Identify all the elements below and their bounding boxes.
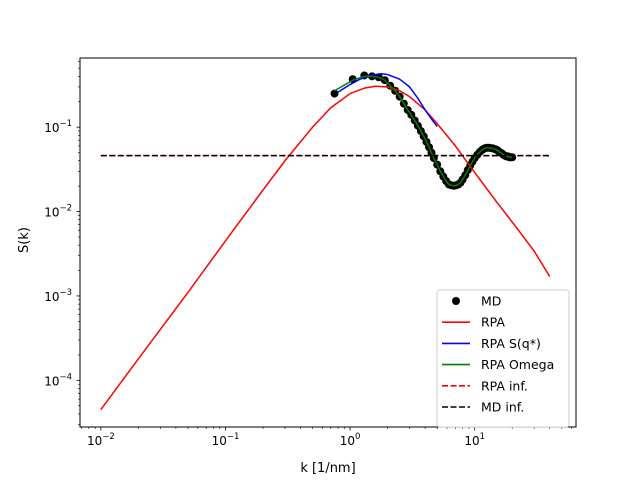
axes-frame bbox=[79, 57, 577, 428]
x-tick-label: 101 bbox=[464, 432, 485, 448]
legend-label-rpa-omega: RPA Omega bbox=[481, 357, 554, 372]
series-rpa-line bbox=[100, 85, 551, 411]
y-tick-label: 10−1 bbox=[44, 119, 72, 135]
x-axis-label: k [1/nm] bbox=[300, 461, 355, 476]
x-tick-label: 10−1 bbox=[212, 432, 240, 448]
y-tick-label: 10−3 bbox=[44, 288, 72, 304]
series-layer bbox=[100, 71, 551, 411]
y-tick-label: 10−4 bbox=[44, 372, 72, 388]
x-tick-label: 10−2 bbox=[87, 432, 115, 448]
series-md-point bbox=[330, 89, 339, 98]
legend-swatch-md bbox=[452, 297, 460, 305]
legend-label-rpa-inf: RPA inf. bbox=[481, 378, 528, 393]
legend-label-md-inf: MD inf. bbox=[481, 400, 524, 415]
series-rpa-s-q-line bbox=[337, 72, 438, 127]
y-axis-label: S(k) bbox=[17, 227, 32, 253]
legend-label-rpa-s-q: RPA S(q*) bbox=[481, 336, 541, 351]
legend-box bbox=[436, 289, 570, 428]
legend-label-rpa: RPA bbox=[481, 315, 505, 330]
legend: MD RPA RPA S(q*) RPA Omega RPA inf. MD inf. bbox=[436, 289, 570, 428]
legend-label-md: MD bbox=[481, 294, 501, 309]
axes-layer: 10−2 10−1 100 101 10−4 10−3 10−2 10−1 bbox=[44, 57, 577, 448]
series-rpa-omega-line bbox=[334, 75, 513, 187]
y-tick-label: 10−2 bbox=[44, 204, 72, 220]
x-tick-label: 100 bbox=[340, 432, 361, 448]
